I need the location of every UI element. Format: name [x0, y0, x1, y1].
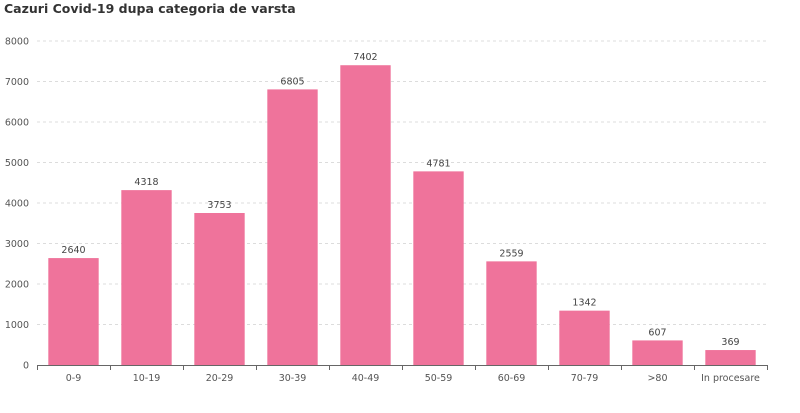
- y-tick-label: 8000: [5, 37, 29, 48]
- y-tick-label: 7000: [5, 77, 29, 88]
- bar-40-49: [340, 65, 391, 366]
- chart-title: Cazuri Covid-19 dupa categoria de varsta: [4, 1, 296, 16]
- data-label: 369: [721, 337, 739, 348]
- y-tick-label: 5000: [5, 158, 29, 169]
- x-tick-label: >80: [647, 373, 667, 384]
- y-tick-label: 4000: [5, 199, 29, 210]
- y-tick-label: 2000: [5, 280, 29, 291]
- bars: [48, 65, 756, 366]
- y-tick-label: 6000: [5, 118, 29, 129]
- x-tick-label: 20-29: [206, 373, 234, 384]
- x-tick-label: 60-69: [498, 373, 526, 384]
- data-label: 6805: [280, 76, 304, 87]
- bar-30-39: [267, 89, 318, 366]
- data-label: 2559: [499, 248, 523, 259]
- y-tick-label: 3000: [5, 239, 29, 250]
- labels: 0 1000 2000 3000 4000 5000 6000 7000 8000 2640 0-9…: [5, 37, 760, 385]
- x-tick-label: 10-19: [133, 373, 161, 384]
- x-tick-label: 50-59: [425, 373, 453, 384]
- data-label: 2640: [61, 245, 85, 256]
- x-tick-label: 30-39: [279, 373, 307, 384]
- data-label: 607: [648, 327, 666, 338]
- data-label: 3753: [207, 200, 231, 211]
- axes: [37, 365, 768, 370]
- bar-60-69: [486, 261, 537, 365]
- y-tick-label: 0: [23, 361, 29, 372]
- data-label: 1342: [572, 298, 596, 309]
- data-label: 7402: [353, 52, 377, 63]
- bar-20-29: [194, 213, 245, 365]
- x-tick-label: 40-49: [352, 373, 380, 384]
- bar-0-9: [48, 258, 99, 365]
- x-tick-label: In procesare: [701, 373, 760, 384]
- bar-80: [632, 340, 683, 365]
- x-tick-label: 70-79: [571, 373, 599, 384]
- bar-70-79: [559, 310, 610, 365]
- data-label: 4318: [134, 177, 158, 188]
- data-label: 4781: [426, 158, 450, 169]
- bar-10-19: [121, 190, 172, 365]
- bar-50-59: [413, 171, 464, 365]
- bar-In-procesare: [705, 350, 756, 365]
- x-tick-label: 0-9: [66, 373, 82, 384]
- y-tick-label: 1000: [5, 320, 29, 331]
